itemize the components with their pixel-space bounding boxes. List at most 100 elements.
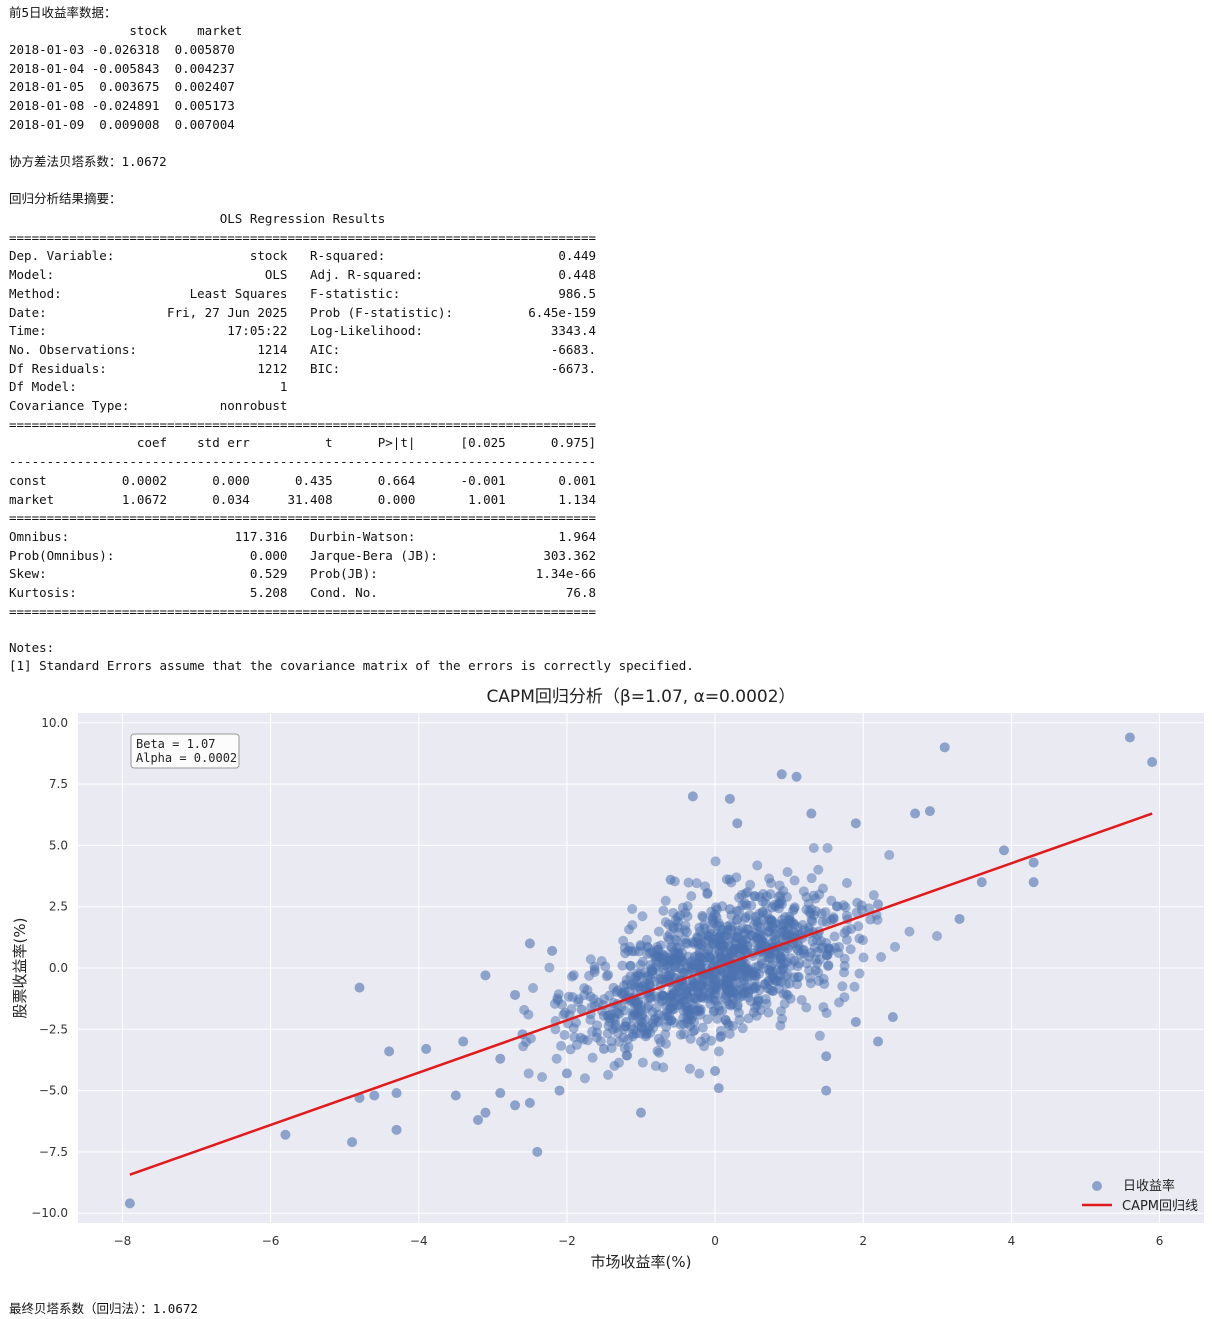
scatter-point [637,1057,648,1068]
scatter-point [744,910,755,921]
scatter-point [708,1006,719,1017]
scatter-point [683,877,694,888]
scatter-point [837,981,848,992]
scatter-point [737,1023,748,1034]
scatter-point [733,925,744,936]
scatter-point [702,980,713,991]
scatter-point [694,1068,705,1079]
scatter-point [556,1040,567,1051]
ols-line: Df Model: 1 [9,379,596,395]
scatter-point [576,1004,587,1015]
scatter-point [623,1042,634,1053]
legend-line-label: CAPM回归线 [1122,1199,1198,1214]
scatter-point [697,1022,708,1033]
scatter-point [793,940,804,951]
ols-line: OLS Regression Results [9,211,596,226]
scatter-point [695,992,706,1003]
scatter-point [821,1085,832,1096]
scatter-point [806,808,817,819]
scatter-point [663,1010,674,1021]
scatter-point [756,955,767,966]
scatter-point [717,901,728,912]
scatter-point [939,742,950,753]
scatter-point [781,989,792,1000]
scatter-point [653,1033,664,1044]
scatter-point [954,913,965,924]
scatter-point [510,989,521,1000]
scatter-point [280,1129,291,1140]
scatter-point [585,1014,596,1025]
scatter-point [635,941,646,952]
scatter-point [691,878,702,889]
dataframe-header: stock market [9,23,243,38]
scatter-point [621,1050,632,1061]
scatter-point [698,912,709,923]
scatter-point [682,901,693,912]
scatter-point [725,919,736,930]
regression-line [129,812,1153,1176]
scatter-point [628,1006,639,1017]
x-tick-label: −8 [114,1234,132,1248]
scatter-point [731,977,742,988]
scatter-point [644,978,655,989]
scatter-point [737,939,748,950]
scatter-point [857,935,868,946]
scatter-point [753,968,764,979]
scatter-point [841,878,852,889]
ols-line: Omnibus: 117.316 Durbin-Watson: 1.964 [9,528,596,544]
y-tick-label: −2.5 [39,1022,68,1036]
scatter-point [727,1021,738,1032]
scatter-point [684,1063,695,1074]
scatter-point [585,991,596,1002]
scatter-point [568,970,579,981]
scatter-point [635,1005,646,1016]
scatter-point [775,1006,786,1017]
scatter-point [523,1068,534,1079]
ols-line: ----------------------------------------… [9,454,596,470]
scatter-point [711,969,722,980]
scatter-point [617,960,628,971]
x-axis-label: 市场收益率(%) [591,1253,692,1271]
scatter-point [637,911,648,922]
dataframe-row: 2018-01-05 0.003675 0.002407 [9,79,235,94]
regression-line-path [129,812,1153,1176]
scatter-point [713,932,724,943]
ols-line: No. Observations: 1214 AIC: -6683. [9,341,596,357]
x-tick-label: 4 [1008,1234,1016,1248]
scatter-point [653,926,664,937]
scatter-point [818,1002,829,1013]
scatter-point [525,1033,536,1044]
scatter-point [495,1053,506,1064]
scatter-point [757,896,768,907]
scatter-point [765,952,776,963]
scatter-point [710,856,721,867]
y-tick-label: 2.5 [49,900,68,914]
scatter-point [699,1041,710,1052]
scatter-point [749,891,760,902]
scatter-point [653,1017,664,1028]
scatter-point [783,924,794,935]
scatter-point [613,1057,624,1068]
scatter-point [651,1002,662,1013]
scatter-point [458,1036,469,1047]
scatter-point [624,986,635,997]
scatter-point [799,948,810,959]
scatter-point [680,937,691,948]
scatter-point [636,1022,647,1033]
scatter-point [672,911,683,922]
scatter-point [602,1028,613,1039]
scatter-point [582,1035,593,1046]
scatter-point [628,1024,639,1035]
ols-line: coef std err t P>|t| [0.025 0.975] [9,435,596,451]
scatter-point [645,960,656,971]
scatter-point [614,1036,625,1047]
summary-title: 回归分析结果摘要： [9,191,122,206]
scatter-point [754,984,765,995]
scatter-point [801,958,812,969]
scatter-point [715,1025,726,1036]
ols-line: ========================================… [9,416,596,432]
scatter-point [857,905,868,916]
scatter-point [537,1072,548,1083]
scatter-point [739,962,750,973]
scatter-point [1028,877,1039,888]
